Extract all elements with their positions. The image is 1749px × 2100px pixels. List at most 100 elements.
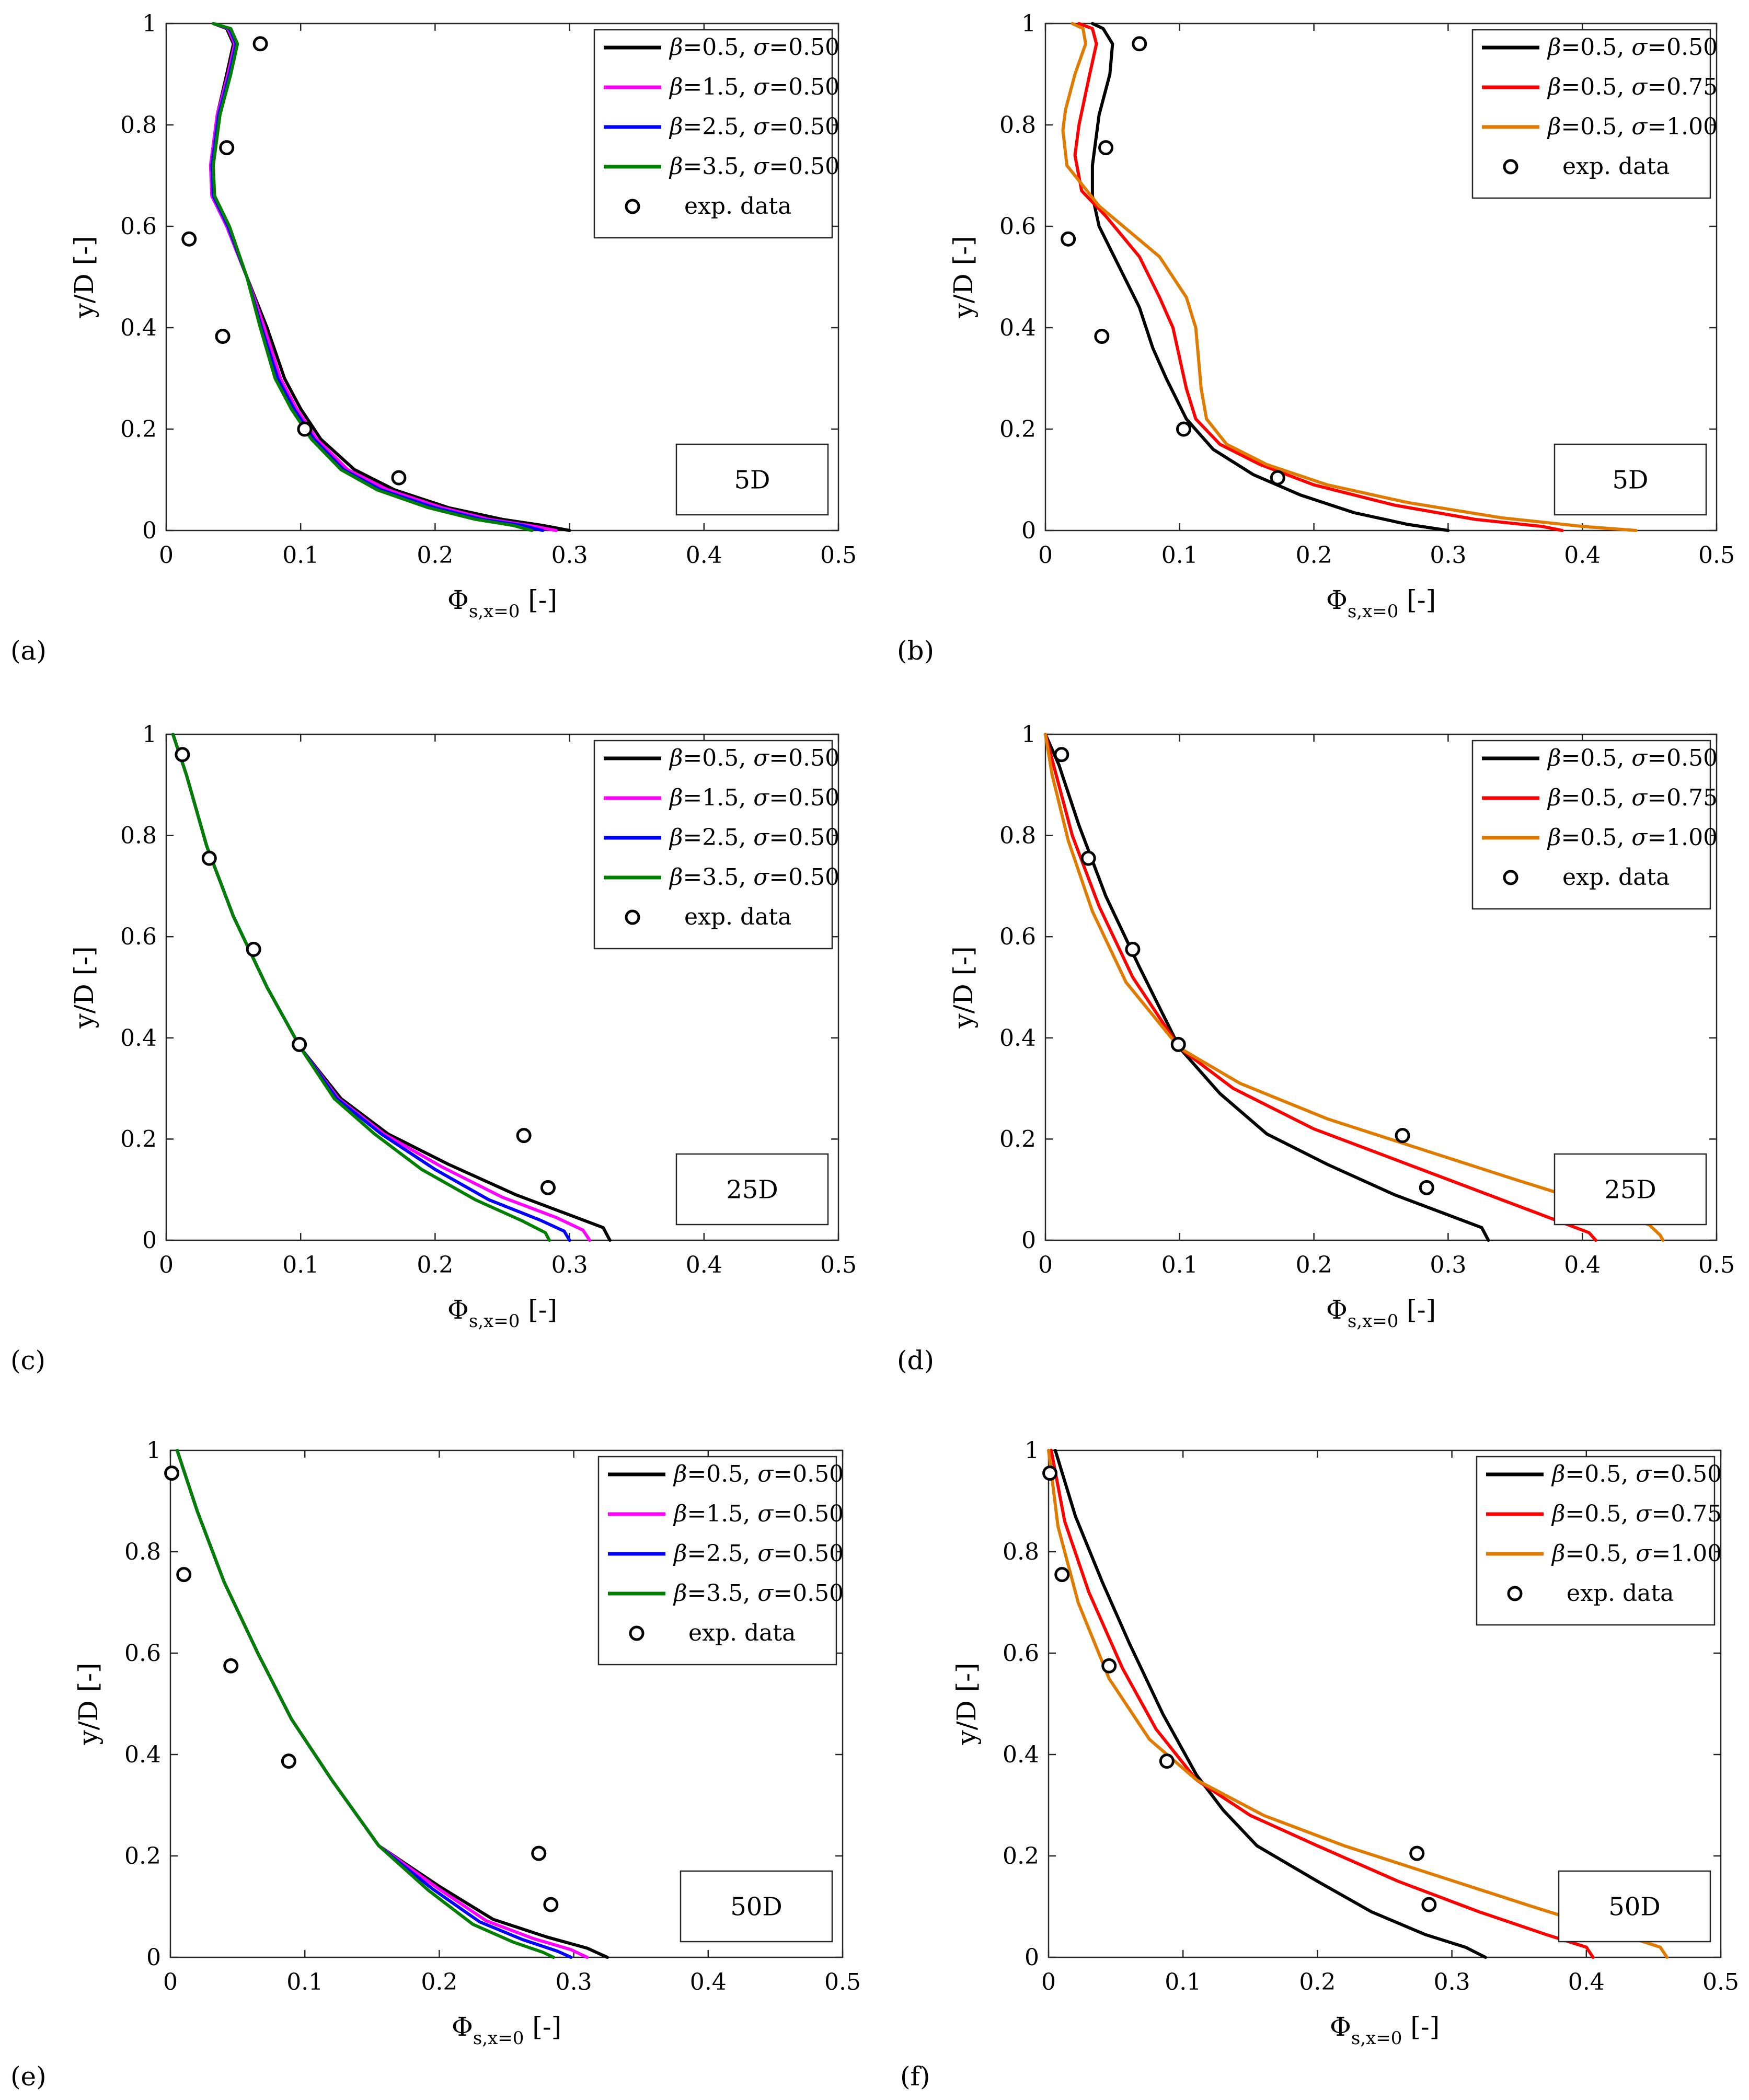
legend-entry: β=0.5, σ=1.00 [1547, 113, 1718, 140]
x-tick-label: 0.5 [1698, 542, 1735, 569]
panel-letter: (d) [897, 1345, 934, 1376]
x-tick-label: 0.1 [282, 1252, 319, 1278]
x-tick-label: 0.2 [417, 542, 453, 569]
y-tick-label: 0.8 [999, 112, 1036, 139]
y-tick-label: 0.6 [999, 924, 1036, 950]
legend-entry-exp: exp. data [684, 904, 791, 930]
y-axis-label: y/D [-] [73, 1663, 103, 1746]
exp-data-point [1421, 1897, 1437, 1912]
y-tick-label: 0.4 [124, 1741, 161, 1768]
y-tick-label: 0.8 [124, 1539, 161, 1565]
chart-panel: 0 0.1 0.2 0.3 0.4 0.5 0 0.2 0.4 0.6 0.8 1 Φs,x=0 [-]… [10, 10, 857, 666]
exp-data-point [246, 941, 261, 957]
legend-entry-exp: exp. data [1567, 1580, 1674, 1607]
x-tick-label: 0 [163, 1969, 178, 1995]
x-tick-label: 0.3 [1434, 1969, 1470, 1995]
location-box-frame [675, 443, 829, 516]
x-axis-label: Φs,x=0 [-] [1330, 2012, 1440, 2049]
series-line [1050, 1449, 1595, 1959]
legend-entry: β=0.5, σ=0.50 [673, 1461, 844, 1487]
x-tick-label: 0.1 [1165, 1969, 1201, 1995]
x-tick-label: 0.5 [820, 1252, 857, 1278]
y-tick-label: 1 [1021, 721, 1036, 748]
series-line [1090, 22, 1450, 532]
legend-entry: β=0.5, σ=1.00 [1551, 1540, 1722, 1567]
exp-data-point [297, 421, 313, 437]
legend-entry: β=2.5, σ=0.50 [669, 113, 839, 140]
series-line [1053, 1449, 1487, 1959]
y-axis-label: y/D [-] [948, 947, 979, 1029]
location-label: 25D [1604, 1175, 1656, 1205]
exp-data-point [531, 1845, 547, 1861]
y-tick-label: 0.4 [1003, 1741, 1039, 1768]
x-axis-label: Φs,x=0 [-] [1326, 1295, 1436, 1332]
legend: β=0.5, σ=0.50 β=0.5, σ=0.75 β=0.5, σ=1.00 e… [1476, 1456, 1722, 1626]
x-tick-label: 0.2 [1296, 1252, 1332, 1278]
x-tick-label: 0.4 [686, 542, 722, 569]
x-axis-label: Φs,x=0 [-] [447, 585, 557, 622]
y-tick-label: 1 [1025, 1437, 1039, 1464]
location-box: 5D [675, 443, 829, 516]
y-tick-label: 0.8 [999, 823, 1036, 849]
x-tick-label: 0.4 [1564, 1252, 1601, 1278]
exp-data-point [223, 1658, 239, 1674]
exp-data-point [1054, 1567, 1070, 1583]
y-tick-label: 0.4 [120, 1025, 157, 1052]
chart-panel: 0 0.1 0.2 0.3 0.4 0.5 0 0.2 0.4 0.6 0.8 1 Φs,x=0 [-]… [897, 10, 1735, 666]
legend-marker [1503, 159, 1518, 175]
plot-frame [1048, 1449, 1722, 1958]
y-tick-label: 0.8 [120, 112, 157, 139]
y-axis-label: y/D [-] [69, 236, 99, 319]
x-tick-label: 0.3 [1430, 1252, 1466, 1278]
location-box-frame [680, 1870, 833, 1943]
y-tick-label: 0.6 [124, 1640, 161, 1667]
exp-data-point [516, 1128, 532, 1144]
y-tick-label: 0.2 [999, 1126, 1036, 1152]
x-tick-label: 0.3 [551, 542, 588, 569]
exp-data-point [219, 140, 235, 156]
y-tick-label: 1 [142, 721, 157, 748]
x-tick-label: 0.3 [551, 1252, 588, 1278]
x-tick-label: 0.2 [421, 1969, 457, 1995]
series-line [175, 1449, 573, 1959]
exp-data-point [391, 470, 407, 486]
legend: β=0.5, σ=0.50 β=0.5, σ=0.75 β=0.5, σ=1.00 e… [1471, 29, 1718, 199]
x-tick-label: 0.4 [686, 1252, 722, 1278]
y-tick-label: 1 [146, 1437, 161, 1464]
legend-entry: β=1.5, σ=0.50 [669, 784, 839, 811]
y-tick-label: 0.6 [120, 924, 157, 950]
exp-data-point [1170, 1036, 1186, 1052]
exp-data-point [176, 1567, 192, 1583]
legend-entry-exp: exp. data [688, 1620, 796, 1646]
x-axis-label: Φs,x=0 [-] [1326, 585, 1436, 622]
panel-letter: (a) [10, 636, 47, 666]
x-tick-label: 0.5 [1698, 1252, 1735, 1278]
legend-entry: β=2.5, σ=0.50 [673, 1540, 844, 1567]
y-tick-label: 1 [142, 10, 157, 37]
y-axis-label: y/D [-] [948, 236, 979, 319]
legend: β=0.5, σ=0.50 β=1.5, σ=0.50 β=2.5, σ=0.50 β… [593, 740, 839, 950]
exp-data-point [1101, 1658, 1117, 1674]
y-axis-label: y/D [-] [951, 1663, 982, 1746]
x-tick-label: 0.5 [824, 1969, 861, 1995]
y-tick-label: 0.2 [999, 416, 1036, 443]
y-tick-label: 0.8 [1003, 1539, 1039, 1565]
legend-entry: β=0.5, σ=0.75 [1547, 74, 1718, 100]
exp-data-point [1080, 850, 1096, 866]
series-line [171, 733, 612, 1242]
x-axis-label: Φs,x=0 [-] [452, 2012, 561, 2049]
exp-data-point [1270, 470, 1285, 486]
location-box: 25D [1554, 1153, 1707, 1226]
y-tick-label: 0.6 [120, 213, 157, 240]
legend-entry: β=0.5, σ=0.50 [669, 34, 839, 61]
exp-data-point [164, 1466, 180, 1481]
location-box: 5D [1554, 443, 1707, 516]
y-tick-label: 0.2 [1003, 1843, 1039, 1870]
panel-letter: (e) [10, 2061, 47, 2092]
x-tick-label: 0.5 [820, 542, 857, 569]
location-label: 5D [734, 466, 770, 495]
series-line [175, 1449, 589, 1959]
location-box-frame [675, 1153, 829, 1226]
y-tick-label: 0.6 [1003, 1640, 1039, 1667]
